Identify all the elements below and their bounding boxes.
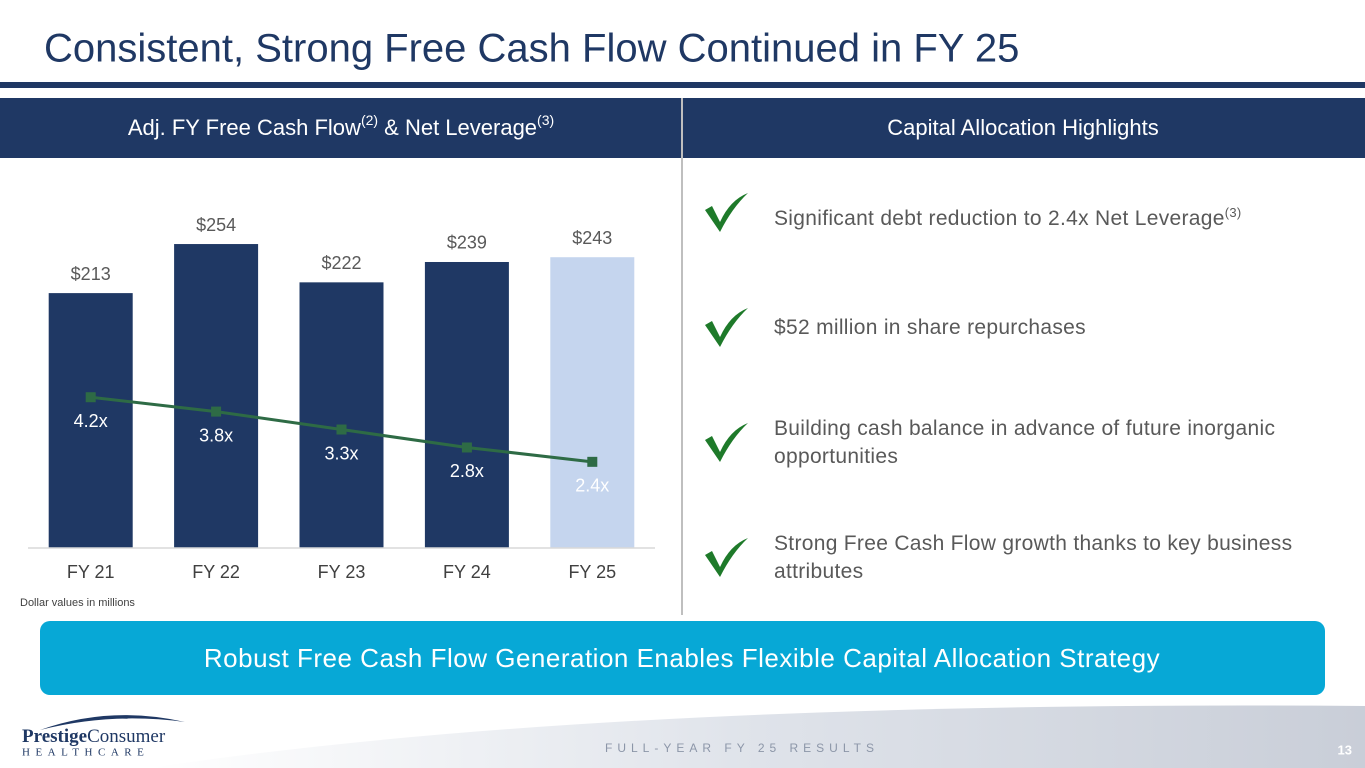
footer-swoosh <box>150 705 1365 768</box>
title-rule <box>0 82 1365 88</box>
bar-value-label: $254 <box>196 215 236 235</box>
highlight: Strong Free Cash Flow growth thanks to k… <box>774 530 1294 586</box>
checkmark <box>705 423 748 462</box>
line-marker <box>587 456 598 467</box>
chart-title: Adj. FY Free Cash Flow(2) & Net Leverage… <box>128 112 554 140</box>
bar <box>299 282 384 548</box>
logo-name: Prestige <box>22 726 87 747</box>
line-value-label: 4.2x <box>74 411 108 431</box>
title-note: (3) <box>537 112 554 128</box>
bar <box>174 244 259 548</box>
title-part: & Net Leverage <box>378 115 537 140</box>
highlight: $52 million in share repurchases <box>774 314 1294 342</box>
x-tick-label: FY 25 <box>568 562 616 582</box>
line-value-label: 3.8x <box>199 425 233 445</box>
chart-note: Dollar values in millions <box>20 597 135 609</box>
checkmark <box>705 193 748 232</box>
logo-name: Consumer <box>87 726 166 747</box>
highlight-note: (3) <box>1224 205 1242 220</box>
page-number: 13 <box>1338 742 1352 757</box>
line-marker <box>85 392 96 403</box>
bar <box>424 261 509 548</box>
x-tick-label: FY 23 <box>318 562 366 582</box>
line-marker <box>461 442 472 453</box>
line-marker <box>211 406 222 417</box>
bar-value-label: $222 <box>321 253 361 273</box>
highlights-header: Capital Allocation Highlights <box>887 115 1159 140</box>
highlight: Building cash balance in advance of futu… <box>774 415 1294 471</box>
title-note: (2) <box>361 112 378 128</box>
logo-sub: HEALTHCARE <box>22 747 149 759</box>
line-value-label: 2.4x <box>575 476 609 496</box>
banner-text: Robust Free Cash Flow Generation Enables… <box>204 643 1160 673</box>
x-tick-label: FY 24 <box>443 562 491 582</box>
logo-arc <box>40 715 185 730</box>
highlight-text: Significant debt reduction to 2.4x Net L… <box>774 207 1225 230</box>
slide-title: Consistent, Strong Free Cash Flow Contin… <box>44 27 1019 71</box>
bar-value-label: $213 <box>71 264 111 284</box>
bar <box>550 257 635 548</box>
bar-value-label: $243 <box>572 228 612 248</box>
x-tick-label: FY 21 <box>67 562 115 582</box>
bar <box>48 293 133 548</box>
checkmark <box>705 538 748 577</box>
highlight-text: $52 million in share repurchases <box>774 316 1086 339</box>
line-value-label: 2.8x <box>450 461 484 481</box>
line-value-label: 3.3x <box>324 443 358 463</box>
title-part: Adj. FY Free Cash Flow <box>128 115 361 140</box>
logo: PrestigeConsumer <box>22 726 166 747</box>
x-tick-label: FY 22 <box>192 562 240 582</box>
highlight-text: Building cash balance in advance of futu… <box>774 417 1276 468</box>
highlight-text: Strong Free Cash Flow growth thanks to k… <box>774 532 1293 583</box>
checkmark <box>705 308 748 347</box>
line-marker <box>336 424 347 435</box>
checkmarks <box>705 193 748 577</box>
footer-text: FULL-YEAR FY 25 RESULTS <box>605 741 879 755</box>
banner <box>40 621 1325 695</box>
highlight: Significant debt reduction to 2.4x Net L… <box>774 199 1294 233</box>
bar-value-label: $239 <box>447 233 487 253</box>
